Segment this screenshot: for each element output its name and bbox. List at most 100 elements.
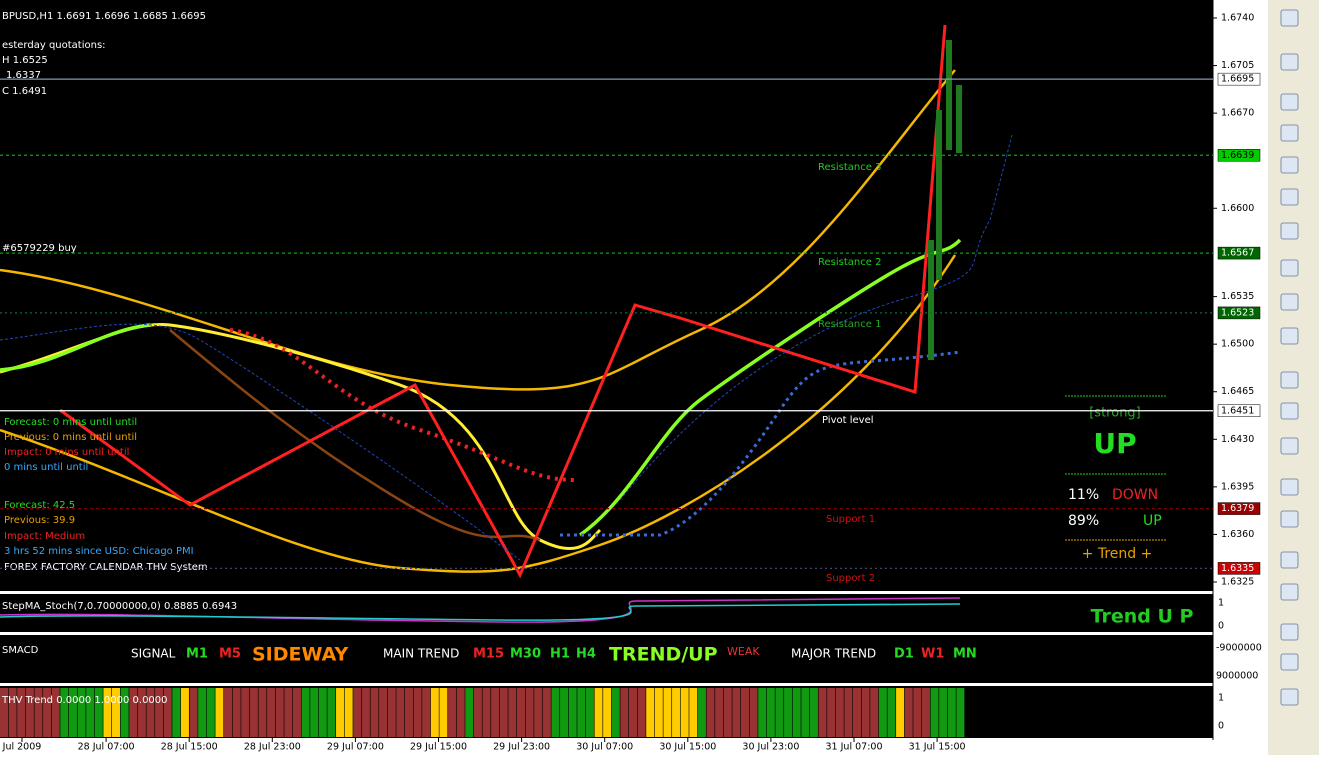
stoch-axis: 0 [1218,621,1224,632]
h1: H1 [550,647,570,662]
news2-previous: Previous: 39.9 [4,515,75,526]
tool-button[interactable] [1280,623,1299,641]
thv-bar [508,688,517,737]
price-label: 1.6600 [1221,203,1254,214]
thv-bar [827,688,836,737]
thv-bar [353,688,362,737]
price-tag-label: 1.6695 [1221,74,1254,85]
tool-button[interactable] [1280,437,1299,455]
tool-button[interactable] [1280,653,1299,671]
w1: W1 [921,647,944,662]
thv-bar [284,688,293,737]
tool-button[interactable] [1280,510,1299,528]
tool-button[interactable] [1280,9,1299,27]
high: H 1.6525 [2,55,48,66]
news-previous: Previous: 0 mins until until [4,432,137,443]
tool-button[interactable] [1280,583,1299,601]
price-tag-label: 1.6639 [1221,150,1254,161]
thv-bar [603,688,612,737]
thv-bar [465,688,474,737]
trend-label: + Trend + [1082,546,1153,562]
thv-bar [628,688,637,737]
thv-bar [448,688,457,737]
thv-bar [249,688,258,737]
thv-bar [732,688,741,737]
time-label: 30 Jul 07:00 [576,742,633,753]
m1: M1 [186,647,208,662]
thv-axis: 0 [1218,721,1224,732]
m5: M5 [219,647,241,662]
tool-button[interactable] [1280,124,1299,142]
thv-bar [672,688,681,737]
thv-bar [560,688,569,737]
calendar: FOREX FACTORY CALENDAR THV System [4,562,208,573]
close: C 1.6491 [2,86,47,97]
tool-button[interactable] [1280,293,1299,311]
support-2: Support 2 [826,573,875,584]
thv-bar [146,688,155,737]
tool-button[interactable] [1280,402,1299,420]
thv-bar [775,688,784,737]
thv-bar [215,688,224,737]
thv-bar [120,688,129,737]
order: #6579229 buy [2,243,77,254]
sideway: SIDEWAY [252,644,348,666]
thv-bar [387,688,396,737]
thv-title: THV Trend 0.0000 1.0000 0.0000 [1,695,168,706]
tool-button[interactable] [1280,188,1299,206]
tool-button[interactable] [1280,478,1299,496]
stoch-panel [0,594,1213,632]
thv-bar [267,688,276,737]
thv-bar [232,688,241,737]
thv-bar [568,688,577,737]
thv-bar [430,688,439,737]
price-tag [1217,404,1261,418]
price-tag [1217,72,1261,86]
thv-bar [189,688,198,737]
thv-bar [551,688,560,737]
thv-bar [456,688,465,737]
macd-title: SMACD [2,645,39,656]
tool-button[interactable] [1280,259,1299,277]
price-tag-label: 1.6451 [1221,405,1254,416]
thv-bar [516,688,525,737]
thv-bar [758,688,767,737]
time-label: 29 Jul 15:00 [410,742,467,753]
stoch-title: StepMA_Stoch(7,0.70000000,0) 0.8885 0.69… [2,601,237,612]
thv-bar [344,688,353,737]
thv-bar [34,688,43,737]
tool-button[interactable] [1280,53,1299,71]
thv-bar [60,688,69,737]
tool-button[interactable] [1280,551,1299,569]
main-trend: MAIN TREND [383,647,459,661]
tool-button[interactable] [1280,327,1299,345]
thv-bar [844,688,853,737]
thv-bar [809,688,818,737]
thv-bar [8,688,17,737]
thv-bar [275,688,284,737]
tool-button[interactable] [1280,93,1299,111]
price-label: 1.6705 [1221,60,1254,71]
thv-bar [310,688,319,737]
thv-bar [482,688,491,737]
time-axis: Jul 2009 28 Jul 07:00 28 Jul 15:00 28 Jul 2… [2,738,966,753]
tool-button[interactable] [1280,156,1299,174]
stoch-axis: 1 [1218,598,1224,609]
thv-bar [577,688,586,737]
thv-bar [818,688,827,737]
tool-button[interactable] [1280,688,1299,706]
tool-button[interactable] [1280,371,1299,389]
thv-bar [473,688,482,737]
thv-bar [835,688,844,737]
tool-button[interactable] [1280,222,1299,240]
thv-bar [534,688,543,737]
thv-bar [318,688,327,737]
thv-bar [491,688,500,737]
macd-axis: -9000000 [1216,643,1262,654]
thv-bar [224,688,233,737]
thv-bar [137,688,146,737]
thv-bar [852,688,862,737]
thv-bar [525,688,534,737]
pivot: Pivot level [822,415,874,426]
